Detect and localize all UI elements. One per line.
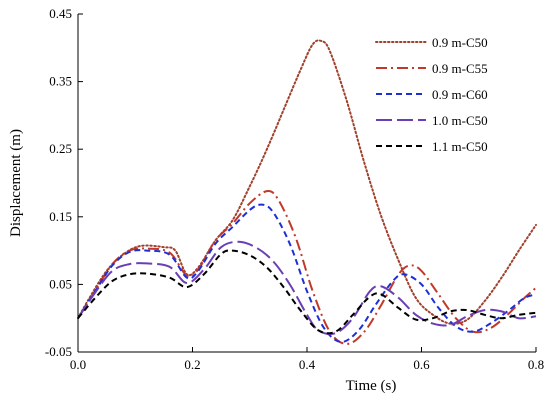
y-tick-label: -0.05 — [45, 344, 72, 359]
y-ticks: -0.05 0.05 0.15 0.25 0.35 0.45 — [45, 6, 83, 359]
x-tick-label: 0.0 — [70, 357, 86, 372]
series-line-3 — [77, 203, 537, 343]
x-tick-label: 0.6 — [413, 357, 430, 372]
x-axis-title: Time (s) — [346, 378, 397, 394]
y-tick-label: 0.35 — [49, 74, 72, 89]
y-tick-label: 0.45 — [49, 6, 72, 21]
legend-label: 0.9 m-C50 — [432, 35, 488, 50]
series-line-2 — [77, 189, 537, 345]
plot-lines — [77, 39, 537, 345]
x-ticks: 0.0 0.2 0.4 0.6 0.8 — [70, 347, 544, 372]
series-line-1 — [77, 39, 537, 325]
legend-label: 0.9 m-C60 — [432, 87, 488, 102]
y-tick-label: 0.15 — [49, 209, 72, 224]
y-tick-label: 0.05 — [49, 276, 72, 291]
x-tick-label: 0.8 — [528, 357, 544, 372]
x-tick-label: 0.2 — [184, 357, 200, 372]
legend-label: 1.0 m-C50 — [432, 113, 488, 128]
y-tick-label: 0.25 — [49, 141, 72, 156]
legend-label: 1.1 m-C50 — [432, 139, 488, 154]
x-tick-label: 0.4 — [299, 357, 316, 372]
legend: 0.9 m-C50 0.9 m-C55 0.9 m-C60 1.0 m-C50 1.1 … — [375, 35, 488, 154]
y-axis-title: Displacement (m) — [8, 129, 24, 237]
legend-label: 0.9 m-C55 — [432, 61, 488, 76]
